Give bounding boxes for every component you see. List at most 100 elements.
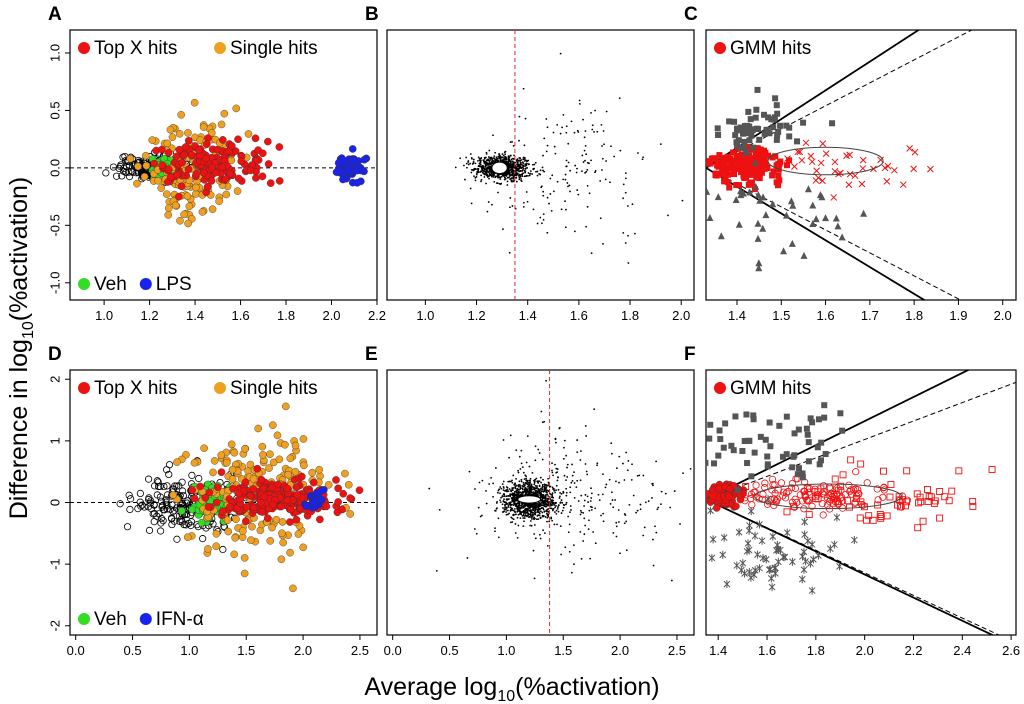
- data-point: [501, 511, 504, 513]
- data-point: [582, 161, 585, 163]
- data-point: [542, 169, 544, 172]
- data-point: [535, 489, 537, 492]
- data-point: [494, 467, 497, 469]
- data-point: [559, 132, 562, 135]
- data-point: [521, 487, 524, 490]
- data-point: [556, 507, 559, 510]
- data-point: [520, 449, 523, 452]
- data-point: [487, 158, 490, 161]
- data-point: [559, 52, 562, 55]
- data-point: [576, 451, 579, 454]
- gmm-ellipse: [491, 161, 508, 175]
- data-point: [522, 525, 525, 528]
- data-point: [756, 175, 763, 182]
- data-point: [530, 483, 533, 486]
- data-point: [584, 493, 587, 496]
- data-point: [488, 149, 491, 152]
- data-point: [519, 159, 522, 162]
- data-point: [520, 504, 523, 507]
- data-point: [770, 124, 777, 131]
- data-point: [605, 110, 608, 113]
- data-point: [485, 170, 488, 173]
- data-point: [522, 205, 525, 208]
- data-point: [485, 174, 488, 177]
- data-point: [508, 488, 511, 490]
- data-point: [564, 178, 567, 181]
- data-point: [619, 149, 622, 152]
- data-point: [521, 491, 524, 494]
- data-point: [265, 464, 273, 472]
- data-point: [511, 169, 514, 172]
- series-gmm-hits-outliers: [773, 139, 934, 201]
- data-point: [518, 509, 521, 512]
- data-point: [610, 442, 613, 445]
- data-point: [514, 482, 516, 485]
- data-point: [565, 159, 568, 162]
- data-point: [505, 173, 508, 176]
- data-point: [473, 169, 475, 171]
- data-point: [969, 497, 977, 505]
- data-point: [568, 184, 571, 187]
- data-point: [555, 509, 558, 512]
- x-tick-label: 2.2: [904, 643, 922, 658]
- data-point: [308, 468, 317, 477]
- data-point: [740, 129, 747, 136]
- data-point: [501, 495, 504, 498]
- data-point: [741, 145, 748, 152]
- data-point: [511, 157, 514, 160]
- data-point: [278, 518, 287, 526]
- data-point: [277, 555, 286, 564]
- data-point: [517, 524, 520, 527]
- data-point: [519, 494, 521, 497]
- data-point: [801, 517, 808, 526]
- data-point: [593, 130, 595, 133]
- data-point: [762, 211, 770, 219]
- data-point: [544, 498, 547, 501]
- data-point: [516, 507, 519, 510]
- data-point: [558, 497, 561, 499]
- data-point: [742, 483, 750, 490]
- data-point: [835, 486, 843, 494]
- data-point: [525, 191, 528, 193]
- data-point: [859, 165, 867, 172]
- data-point: [299, 543, 307, 552]
- data-point: [854, 490, 862, 498]
- data-point: [913, 490, 921, 498]
- y-axis-title: Difference in log10(%activation): [5, 177, 37, 520]
- data-point: [523, 478, 526, 481]
- data-point: [507, 156, 510, 158]
- data-point: [812, 215, 820, 223]
- data-point: [834, 498, 842, 506]
- legend-marker: [78, 278, 90, 290]
- data-point: [162, 498, 170, 506]
- data-point: [286, 518, 294, 526]
- data-point: [157, 184, 166, 192]
- data-point: [623, 522, 626, 525]
- data-point: [302, 502, 311, 510]
- data-point: [192, 190, 200, 198]
- data-point: [514, 523, 517, 525]
- data-point: [483, 168, 486, 170]
- data-point: [511, 162, 514, 164]
- data-point: [244, 130, 253, 138]
- data-point: [322, 502, 331, 511]
- data-point: [504, 508, 507, 511]
- data-point: [176, 517, 184, 526]
- data-point: [479, 160, 482, 163]
- data-point: [899, 181, 907, 189]
- data-point: [484, 163, 487, 166]
- data-point: [528, 481, 531, 484]
- data-point: [316, 515, 324, 524]
- data-point: [299, 435, 308, 443]
- data-point: [857, 460, 865, 468]
- data-point: [504, 153, 507, 156]
- gmm-ellipse: [754, 483, 902, 510]
- data-point: [536, 170, 539, 173]
- data-point: [532, 168, 535, 171]
- data-point: [630, 478, 633, 481]
- data-point: [487, 167, 490, 170]
- data-point: [639, 503, 642, 506]
- x-tick-label: 1.2: [468, 308, 486, 323]
- data-point: [735, 137, 742, 144]
- data-point: [750, 416, 757, 423]
